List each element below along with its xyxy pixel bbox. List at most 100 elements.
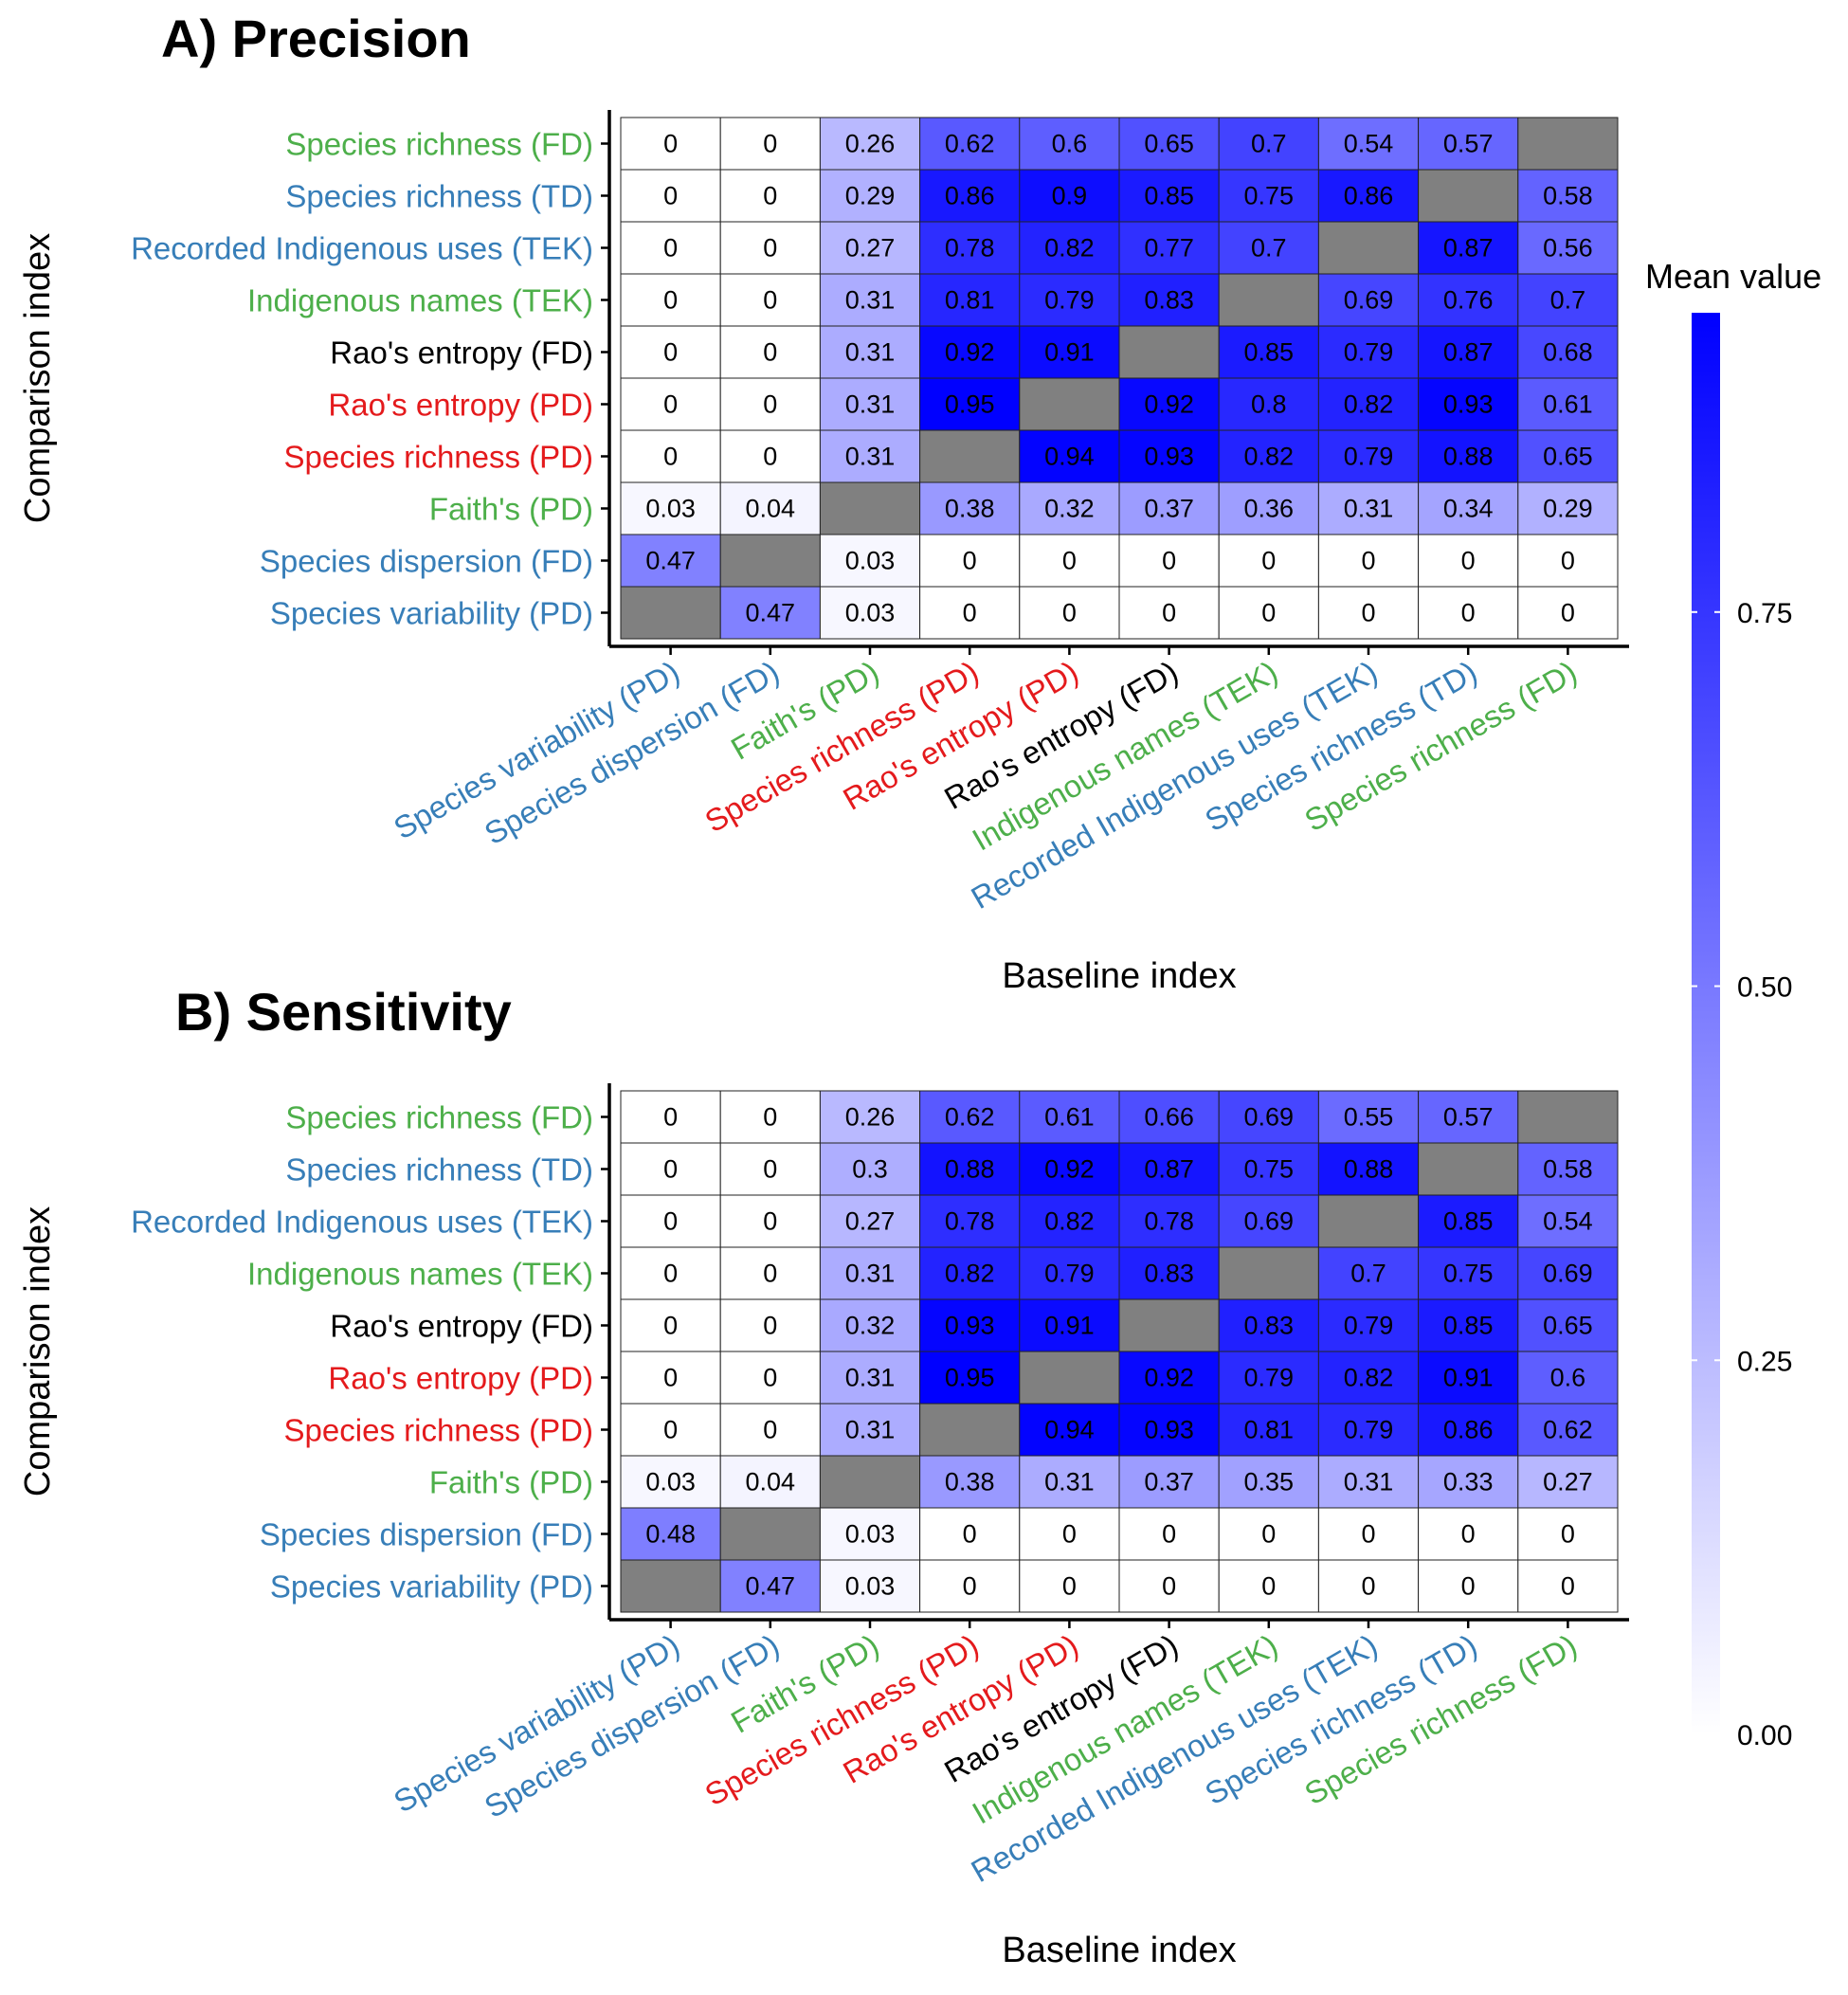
cell-value-label: 0.92 [1144,390,1194,419]
heatmap-cell [1517,273,1619,327]
heatmap-cell [1517,169,1619,223]
heatmap-cell [1317,1090,1420,1144]
cell-value-label: 0 [1261,1572,1276,1601]
cell-value-label: 0.31 [845,1260,896,1288]
cell-value-label: 0 [1162,599,1176,627]
cell-value-label: 0.34 [1443,495,1494,523]
heatmap-cell [1019,221,1120,275]
heatmap-cell [819,481,921,535]
cell-value-label: 0.31 [845,443,896,471]
heatmap-cell [919,1507,1021,1561]
cell-value-label: 0.68 [1543,338,1593,367]
heatmap-cell [1317,1298,1420,1352]
cell-value-label: 0.95 [945,390,995,419]
legend-title: Mean value [1645,257,1821,296]
cell-value-label: 0.86 [1344,182,1394,210]
cell-value-label: 0 [763,1103,777,1132]
cell-value-label: 0 [663,390,678,419]
cell-value-label: 0.87 [1443,234,1494,263]
panel-title: B) Sensitivity [175,982,512,1042]
heatmap-cell [620,1507,721,1561]
cell-value-label: 0 [763,234,777,263]
heatmap-cell [1118,481,1220,535]
heatmap-cell [719,377,821,431]
heatmap-cell [1317,429,1420,483]
y-tick-label: Rao's entropy (PD) [328,388,593,423]
cell-value-label: 0 [763,1207,777,1236]
heatmap-cell [719,1507,821,1561]
cell-value-label: 0 [663,1416,678,1444]
cell-value-label: 0.31 [1344,1468,1394,1496]
heatmap-cell [919,1559,1021,1613]
heatmap-cell [1517,481,1619,535]
cell-value-label: 0 [763,1416,777,1444]
heatmap-cell [1317,1351,1420,1405]
cell-value-label: 0.27 [845,1207,896,1236]
heatmap-cell [1118,1298,1220,1352]
heatmap-cell [1418,169,1519,223]
heatmap-cell [1317,221,1420,275]
heatmap-cell [1218,1559,1319,1613]
heatmap-cell [1019,1090,1120,1144]
heatmap-cell [1218,1403,1319,1457]
heatmap-cell [620,117,721,171]
heatmap-cell [620,1403,721,1457]
heatmap-cell [819,377,921,431]
cell-value-label: 0.31 [845,1416,896,1444]
cell-value-label: 0.03 [845,599,896,627]
cell-value-label: 0 [763,130,777,158]
cell-value-label: 0.77 [1144,234,1194,263]
heatmap-cell [1118,377,1220,431]
legend-tick-label: 0.25 [1737,1346,1792,1377]
heatmap-cell [1517,1298,1619,1352]
heatmap-cell [719,221,821,275]
cell-value-label: 0.88 [1344,1155,1394,1184]
cell-value-label: 0.03 [845,1520,896,1549]
cell-value-label: 0.62 [945,130,995,158]
cell-value-label: 0 [1261,599,1276,627]
cell-value-label: 0.93 [945,1312,995,1340]
cell-value-label: 0.69 [1244,1207,1295,1236]
cell-value-label: 0.93 [1144,1416,1194,1444]
cell-value-label: 0.7 [1350,1260,1386,1288]
cell-value-label: 0.65 [1144,130,1194,158]
cell-value-label: 0.27 [845,234,896,263]
heatmap-cell [1019,481,1120,535]
heatmap-cell [919,273,1021,327]
heatmap-cell [620,429,721,483]
heatmap-cell [1118,429,1220,483]
cell-value-label: 0.93 [1144,443,1194,471]
heatmap-cell [1517,117,1619,171]
heatmap-cell [620,1194,721,1248]
cell-value-label: 0.88 [945,1155,995,1184]
heatmap-cell [819,586,921,640]
heatmap-cell [719,1403,821,1457]
y-tick-label: Species dispersion (FD) [260,1517,593,1552]
cell-value-label: 0 [1561,1520,1575,1549]
cell-value-label: 0.66 [1144,1103,1194,1132]
heatmap-cell [1517,221,1619,275]
heatmap-cell [719,1090,821,1144]
y-tick-label: Rao's entropy (PD) [328,1361,593,1396]
cell-value-label: 0.75 [1443,1260,1494,1288]
y-tick-label: Faith's (PD) [429,1465,593,1500]
cell-value-label: 0.79 [1244,1364,1295,1392]
heatmap-cell [719,117,821,171]
y-axis-title: Comparison index [18,233,58,523]
cell-value-label: 0 [663,338,678,367]
heatmap-cell [1317,117,1420,171]
cell-value-label: 0 [1361,599,1375,627]
heatmap-cell [1517,1403,1619,1457]
cell-value-label: 0 [1261,1520,1276,1549]
heatmap-cell [919,429,1021,483]
cell-value-label: 0.69 [1244,1103,1295,1132]
cell-value-label: 0.85 [1443,1207,1494,1236]
heatmap-cell [1317,1455,1420,1509]
heatmap-cell [1418,1455,1519,1509]
heatmap-cell [1418,273,1519,327]
cell-value-label: 0.85 [1244,338,1295,367]
legend-tick-label: 0.00 [1737,1720,1792,1751]
cell-value-label: 0 [663,182,678,210]
heatmap-cell [819,325,921,379]
